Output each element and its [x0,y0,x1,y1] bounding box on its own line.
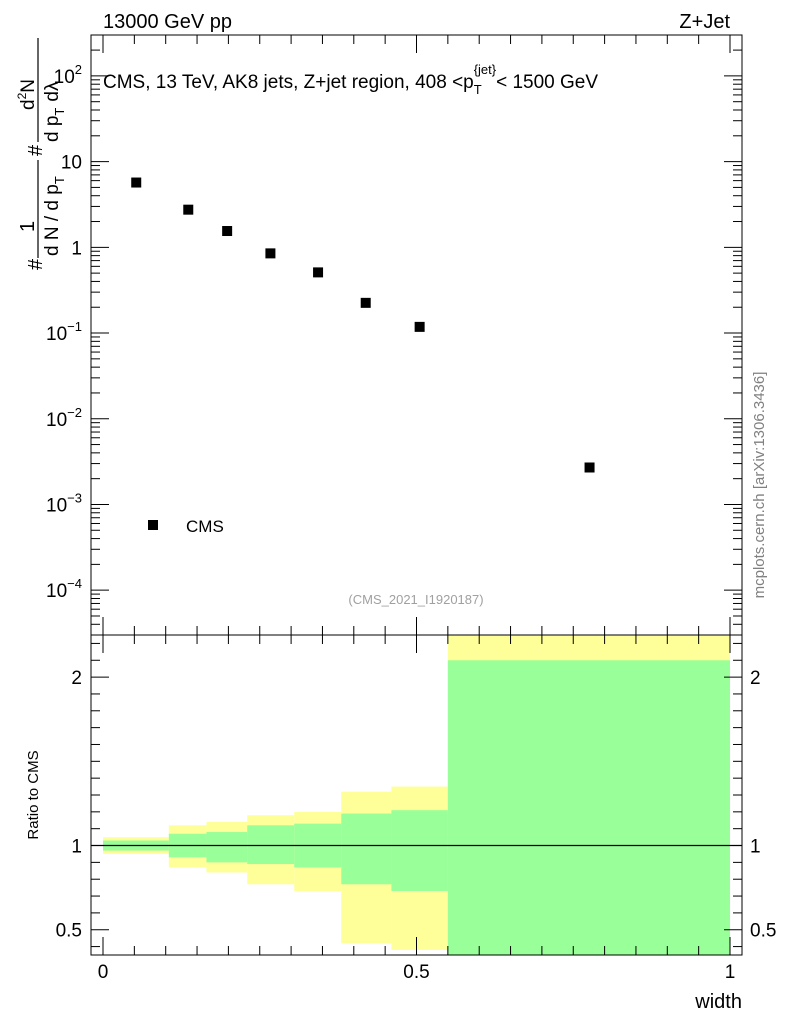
svg-text:d2N: d2N [15,79,39,110]
data-point [131,177,142,188]
legend-label: CMS [186,517,224,536]
ratio-y-tick-label-left: 0.5 [56,921,82,942]
ratio-band-stat [391,810,448,891]
svg-text:d pTdλ: d pTdλ [42,81,67,142]
y-tick-label: 10 [61,153,82,174]
y-tick-label: 10−2 [46,405,82,431]
x-tick-label: 0.5 [403,962,429,983]
ratio-band-stat [447,660,730,955]
ratio-y-tick-label-left: 2 [71,668,82,689]
svg-text:#: # [25,258,47,270]
svg-text:d N / d pT: d N / d pT [42,176,67,256]
ratio-y-tick-label-right: 1 [750,837,761,858]
side-credit: mcplots.cern.ch [arXiv:1306.3436] [751,372,768,599]
ratio-bands [103,635,730,955]
data-point [414,321,425,332]
x-tick-label: 0 [98,962,109,983]
svg-text:1: 1 [17,221,39,232]
y-tick-label: 10−3 [46,490,82,516]
x-tick-label: 1 [725,962,736,983]
svg-text:#: # [25,144,47,156]
header-energy: 13000 GeV pp [103,11,232,33]
main-y-axis: 102 10 1 10−1 10−2 10−3 10−4 [46,34,742,636]
y-tick-label: 10−1 [46,319,82,345]
ratio-band-stat [247,825,295,865]
ratio-y-tick-label-right: 0.5 [750,921,776,942]
cms-series [131,177,595,473]
main-y-label: # 1 d N / d pT # d2N d pTdλ [15,38,67,270]
y-tick-label: 1 [71,238,82,259]
ratio-band-stat [341,813,392,885]
data-point [360,297,371,308]
ratio-band-stat [206,832,248,863]
data-point [265,248,276,259]
y-tick-label: 10−4 [46,576,82,602]
ratio-y-axis: 0.5 0.5 1 1 2 2 [56,642,776,948]
ratio-y-tick-label-left: 1 [71,837,82,858]
chart-title: CMS, 13 TeV, AK8 jets, Z+jet region, 408… [103,62,598,97]
data-point [313,267,324,278]
data-point [183,204,194,215]
x-axis-label: width [694,991,742,1013]
data-point [584,462,595,473]
y-tick-label: 102 [54,62,82,88]
main-panel-frame [90,34,743,636]
data-point [222,226,233,237]
ratio-y-tick-label-right: 2 [750,668,761,689]
ratio-y-label: Ratio to CMS [25,750,42,839]
legend-marker [148,520,158,530]
header-process: Z+Jet [679,11,730,33]
ratio-x-axis: 0 0.5 1 [98,635,736,983]
analysis-id: (CMS_2021_I1920187) [348,592,483,607]
main-x-ticks [102,35,731,635]
